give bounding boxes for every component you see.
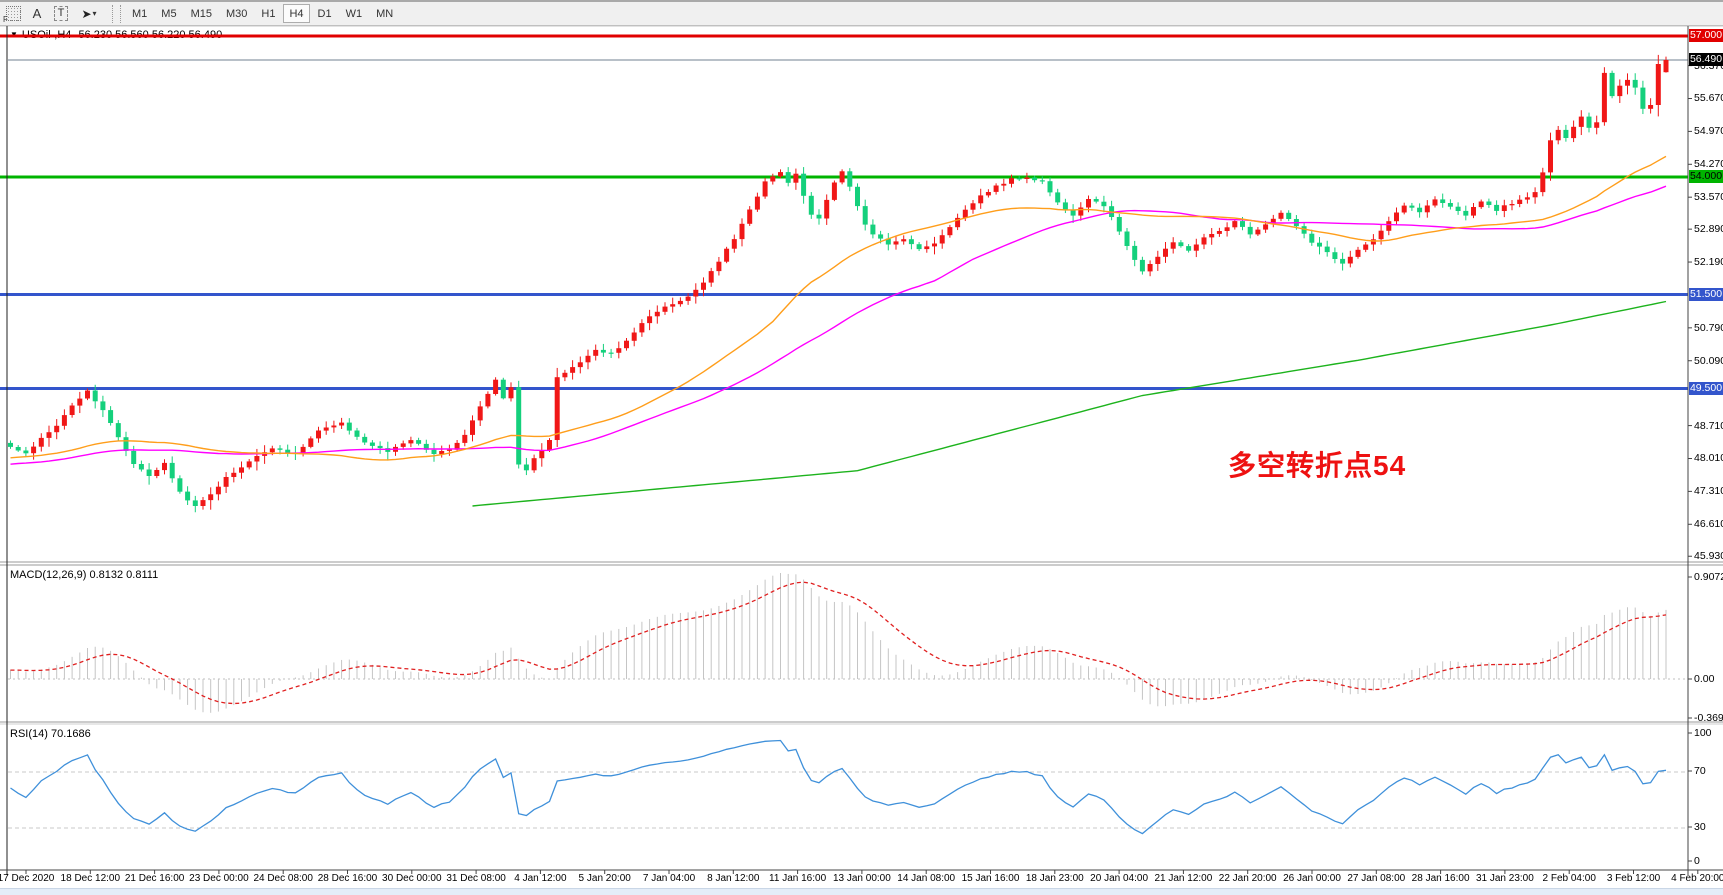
time-axis-label: 22 Jan 20:00 bbox=[1218, 873, 1277, 884]
price-scale-tick: 53.570 bbox=[1694, 191, 1723, 204]
timeframe-button-h4[interactable]: H4 bbox=[283, 4, 310, 24]
time-axis-label: 11 Jan 16:00 bbox=[769, 873, 827, 884]
time-axis-label: 13 Jan 00:00 bbox=[832, 873, 891, 884]
text-label-icon: T bbox=[53, 6, 69, 21]
price-scale-tick: 54.970 bbox=[1694, 125, 1723, 138]
price-scale-tick: 47.310 bbox=[1694, 485, 1723, 498]
timeframe-button-d1[interactable]: D1 bbox=[312, 4, 338, 23]
annotation-text: 多空转折点54 bbox=[1228, 450, 1407, 481]
time-axis-label: 18 Dec 12:00 bbox=[60, 873, 121, 884]
rsi-scale-tick: 100 bbox=[1694, 727, 1712, 739]
time-axis-label: 14 Jan 08:00 bbox=[897, 873, 956, 884]
text-label-tool-button[interactable]: T bbox=[50, 4, 72, 23]
timeframe-button-m15[interactable]: M15 bbox=[185, 4, 218, 23]
timeframe-button-group: M1 M5 M15 M30 H1 H4 D1 W1 MN bbox=[125, 4, 400, 24]
price-scale-tick: 50.090 bbox=[1694, 354, 1723, 367]
time-axis-label: 2 Feb 04:00 bbox=[1542, 873, 1596, 884]
text-tool-icon: A bbox=[32, 6, 42, 21]
rsi-scale-tick: 70 bbox=[1694, 765, 1706, 777]
time-axis-label: 26 Jan 00:00 bbox=[1283, 873, 1341, 884]
pattern-sub-label: F bbox=[3, 15, 8, 24]
window-top-edge bbox=[0, 0, 1723, 2]
ohlc-values: 56.230 56.560 56.220 56.490 bbox=[78, 29, 223, 41]
time-axis-label: 20 Jan 04:00 bbox=[1090, 873, 1148, 884]
macd-scale-tick: -0.369 bbox=[1694, 712, 1723, 724]
time-axis-label: 27 Jan 08:00 bbox=[1347, 873, 1406, 884]
timeframe-button-mn[interactable]: MN bbox=[370, 4, 399, 23]
symbol-period-label: USOil-,H4 bbox=[21, 29, 72, 41]
timeframe-button-m30[interactable]: M30 bbox=[220, 4, 253, 23]
time-axis-label: 31 Dec 08:00 bbox=[446, 873, 506, 884]
price-scale-tick: 54.270 bbox=[1694, 158, 1723, 171]
time-axis-label: 24 Dec 08:00 bbox=[253, 873, 313, 884]
chart-title: ▼ USOil-,H4 56.230 56.560 56.220 56.490 bbox=[10, 29, 222, 41]
time-axis-label: 5 Jan 20:00 bbox=[578, 873, 631, 884]
time-axis-label: 31 Jan 23:00 bbox=[1475, 873, 1534, 884]
price-level-badge: 57.000 bbox=[1689, 29, 1723, 43]
time-axis-label: 28 Jan 16:00 bbox=[1411, 873, 1470, 884]
toolbar: F A T ➤ ▾ M1 M5 M15 M30 H1 H4 D1 W1 MN bbox=[0, 2, 1723, 26]
timeframe-button-w1[interactable]: W1 bbox=[340, 4, 369, 23]
price-level-badge: 49.500 bbox=[1689, 381, 1723, 395]
rsi-scale-tick: 0 bbox=[1694, 855, 1700, 867]
price-scale-tick: 46.610 bbox=[1694, 518, 1723, 531]
price-scale-tick: 55.670 bbox=[1694, 92, 1723, 105]
time-axis-label: 18 Jan 23:00 bbox=[1025, 873, 1084, 884]
macd-indicator-label: MACD(12,26,9) 0.8132 0.8111 bbox=[10, 569, 159, 581]
time-axis-label: 28 Dec 16:00 bbox=[317, 873, 378, 884]
time-axis-label: 30 Dec 00:00 bbox=[382, 873, 442, 884]
current-price-badge: 56.490 bbox=[1689, 53, 1723, 67]
rsi-indicator-label: RSI(14) 70.1686 bbox=[10, 728, 91, 740]
dropdown-caret-icon: ▾ bbox=[92, 9, 97, 18]
timeframe-button-m5[interactable]: M5 bbox=[155, 4, 182, 23]
price-scale-tick: 48.010 bbox=[1694, 452, 1723, 465]
price-scale-tick: 48.710 bbox=[1694, 419, 1723, 432]
arrow-objects-icon: ➤ bbox=[81, 6, 92, 21]
time-axis-label: 21 Dec 16:00 bbox=[124, 873, 185, 884]
time-axis-label: 7 Jan 04:00 bbox=[642, 873, 696, 884]
price-level-badge: 51.500 bbox=[1689, 287, 1723, 301]
time-axis-label: 23 Dec 00:00 bbox=[189, 873, 249, 884]
time-axis-label: 8 Jan 12:00 bbox=[707, 873, 760, 884]
toolbar-separator bbox=[112, 4, 121, 23]
time-axis-label: 3 Feb 12:00 bbox=[1606, 873, 1661, 884]
macd-scale-tick: 0.9072 bbox=[1694, 571, 1723, 583]
status-strip bbox=[0, 888, 1723, 895]
timeframe-button-m1[interactable]: M1 bbox=[126, 4, 153, 23]
time-axis-label: 4 Jan 12:00 bbox=[514, 873, 567, 884]
time-axis-label: 15 Jan 16:00 bbox=[961, 873, 1020, 884]
price-level-badge: 54.000 bbox=[1689, 170, 1723, 184]
pattern-tool-button[interactable]: F bbox=[2, 4, 24, 24]
time-axis-label: 4 Feb 20:00 bbox=[1671, 873, 1723, 884]
price-scale-tick: 45.930 bbox=[1694, 550, 1723, 563]
macd-scale-tick: 0.00 bbox=[1694, 673, 1715, 685]
price-scale-tick: 52.190 bbox=[1694, 256, 1723, 269]
timeframe-button-h1[interactable]: H1 bbox=[255, 4, 281, 23]
arrow-objects-button[interactable]: ➤ ▾ bbox=[74, 4, 104, 23]
time-axis-label: 21 Jan 12:00 bbox=[1154, 873, 1213, 884]
collapse-triangle-icon: ▼ bbox=[10, 30, 18, 39]
pattern-grid-icon bbox=[5, 6, 21, 21]
price-scale-tick: 50.790 bbox=[1694, 321, 1723, 334]
price-scale-tick: 52.890 bbox=[1694, 223, 1723, 236]
rsi-scale-tick: 30 bbox=[1694, 821, 1706, 833]
text-tool-button[interactable]: A bbox=[26, 4, 48, 23]
time-axis-label: 17 Dec 2020 bbox=[0, 873, 55, 884]
